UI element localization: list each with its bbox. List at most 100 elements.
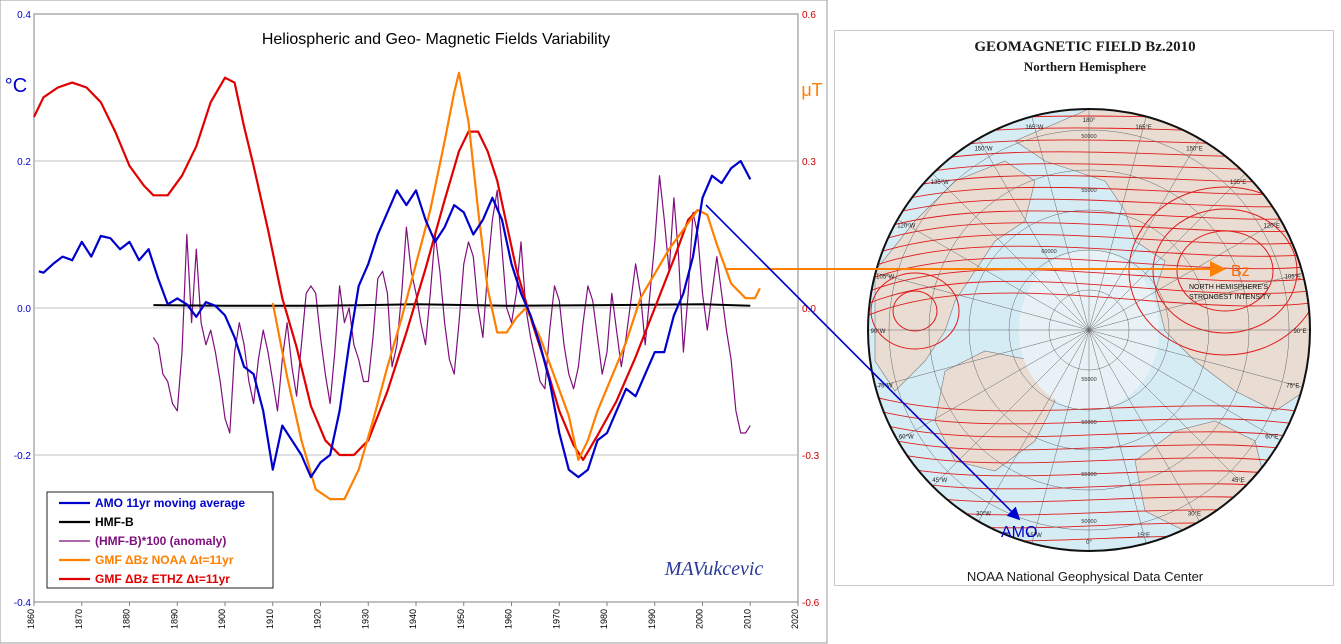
amo-label: AMO [1001, 524, 1037, 541]
x-axis-ticks: 1860 1870 1880 1890 1900 1910 1920 1930 1940 1950… [26, 602, 800, 629]
left-axis-ticks: -0.4 -0.2 0.0 0.2 0.4 [14, 10, 32, 609]
contour-value-label: 50000 [1081, 134, 1096, 140]
longitude-label: 0° [1086, 540, 1092, 546]
x-tick-label: 1860 [26, 609, 36, 629]
x-tick-label: 2010 [742, 609, 752, 629]
left-tick-label: 0.0 [17, 304, 31, 315]
longitude-label: 75°E [1286, 384, 1299, 390]
left-axis-label: °C [5, 75, 27, 97]
map-title: GEOMAGNETIC FIELD Bz.2010 [974, 39, 1196, 55]
bz-label: Bz [1231, 263, 1250, 280]
longitude-label: 150°E [1186, 146, 1202, 152]
legend-label: (HMF-B)*100 (anomaly) [95, 534, 226, 548]
series-layer [33, 71, 761, 501]
legend-label: HMF-B [95, 515, 134, 529]
longitude-label: 60°E [1265, 435, 1278, 441]
intensity-note-2: STRONGEST INTENSITY [1189, 294, 1271, 301]
contour-ring [1152, 208, 1298, 334]
longitude-label: 105°E [1285, 274, 1301, 280]
meridian [1088, 116, 1147, 331]
signature: MAVukcevic [664, 558, 764, 580]
longitude-label: 120°W [897, 224, 915, 230]
longitude-label: 45°W [932, 478, 947, 484]
left-tick-label: 0.4 [17, 10, 31, 21]
right-tick-label: 0.0 [802, 304, 816, 315]
x-tick-label: 1990 [647, 609, 657, 629]
longitude-label: 45°E [1232, 478, 1245, 484]
left-tick-label: -0.4 [14, 598, 32, 609]
legend-label: AMO 11yr moving average [95, 496, 245, 510]
contour-value-label: 50000 [1081, 519, 1096, 525]
contour-value-label: 50000 [1081, 420, 1096, 426]
longitude-label: 30°E [1188, 512, 1201, 518]
longitude-label: 165°E [1135, 125, 1151, 131]
parallel [1048, 289, 1130, 371]
x-tick-label: 2000 [695, 609, 705, 629]
longitude-label: 135°E [1230, 180, 1246, 186]
main-chart: -0.4 -0.2 0.0 0.2 0.4 -0.6 -0.3 0.0 0.3 0.6 1860… [0, 0, 828, 644]
intensity-note-1: NORTH HEMISPHERE'S [1189, 284, 1268, 291]
x-tick-label: 1940 [408, 609, 418, 629]
x-tick-label: 1950 [456, 609, 466, 629]
longitude-label: 15°E [1137, 533, 1150, 539]
geomagnetic-map-panel: GEOMAGNETIC FIELD Bz.2010 Northern Hemis… [834, 30, 1334, 586]
contour-ring [1128, 186, 1310, 356]
longitude-label: 15°W [1027, 533, 1042, 539]
right-tick-label: 0.3 [802, 157, 816, 168]
graticule [868, 109, 1310, 551]
longitude-label: 165°W [1025, 125, 1043, 131]
x-tick-label: 1890 [169, 609, 179, 629]
x-tick-label: 1870 [74, 609, 84, 629]
meridian [1088, 173, 1246, 331]
series-line-2 [152, 175, 751, 434]
meridian [1088, 329, 1303, 388]
chart-title: Heliospheric and Geo- Magnetic Fields Va… [262, 31, 610, 48]
meridian [1031, 116, 1090, 331]
x-tick-label: 1980 [599, 609, 609, 629]
longitude-label: 90°E [1293, 329, 1306, 335]
gridlines [34, 160, 798, 456]
legend-label: GMF ΔBz ETHZ Δt=11yr [95, 572, 230, 586]
longitude-label: 180° [1083, 118, 1096, 124]
series-line-0 [38, 159, 752, 479]
x-tick-label: 1960 [504, 609, 514, 629]
right-axis-label: μT [801, 80, 822, 100]
contour-value-label: 55000 [1081, 188, 1096, 194]
x-tick-label: 1970 [551, 609, 561, 629]
map-footer: NOAA National Geophysical Data Center [966, 569, 1204, 584]
longitude-label: 75°W [878, 384, 893, 390]
x-tick-label: 1900 [217, 609, 227, 629]
polar-map: 180° 165°E 150°E 135°E 120°E 105°E 90°E 75°E 60°… [867, 108, 1311, 552]
longitude-label: 90°W [871, 329, 886, 335]
longitude-label: 135°W [931, 180, 949, 186]
legend-label: GMF ΔBz NOAA Δt=11yr [95, 553, 234, 567]
longitude-label: 150°W [974, 146, 992, 152]
longitude-label: 60°W [899, 435, 914, 441]
meridian [1088, 272, 1303, 331]
contour-ring [1176, 230, 1274, 312]
right-tick-label: -0.6 [802, 598, 820, 609]
x-tick-label: 1920 [313, 609, 323, 629]
meridian [1088, 219, 1281, 331]
contour-value-label: 55000 [1081, 472, 1096, 478]
series-line-1 [153, 303, 751, 307]
x-tick-label: 1910 [265, 609, 275, 629]
meridian [978, 138, 1090, 331]
longitude-label: 120°E [1264, 224, 1280, 230]
right-tick-label: 0.6 [802, 10, 816, 21]
series-line-3 [271, 71, 761, 501]
longitude-label: 30°W [976, 512, 991, 518]
left-tick-label: 0.2 [17, 157, 31, 168]
map-subtitle: Northern Hemisphere [1023, 59, 1147, 74]
meridian [1088, 329, 1200, 522]
left-tick-label: -0.2 [14, 451, 32, 462]
meridian [1088, 329, 1147, 544]
contour-value-label: 55000 [1081, 377, 1096, 383]
contour-value-label: 60000 [1041, 249, 1056, 255]
x-tick-label: 2020 [790, 609, 800, 629]
meridian [1088, 329, 1281, 441]
meridian [1088, 138, 1200, 331]
meridian [1088, 329, 1246, 487]
series-line-4 [33, 76, 699, 461]
right-tick-label: -0.3 [802, 451, 820, 462]
